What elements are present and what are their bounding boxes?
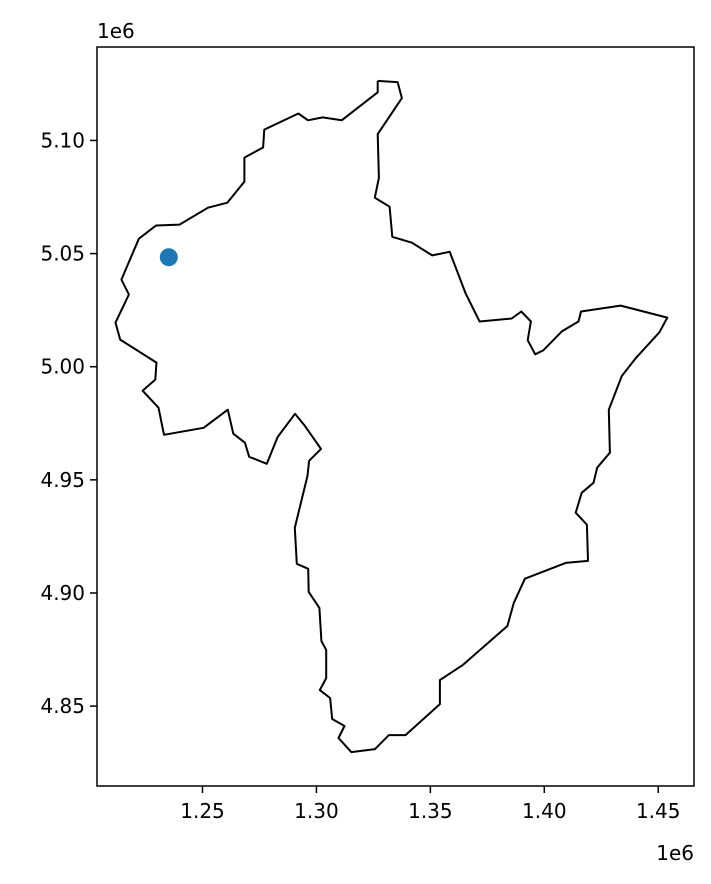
plot-area-background [97, 47, 694, 786]
boundary-layer [114, 79, 669, 754]
y-tick-label: 5.00 [40, 355, 85, 379]
y-tick-label: 5.05 [40, 242, 85, 266]
x-tick-label: 1.25 [180, 799, 225, 823]
y-offset-label: 1e6 [97, 19, 135, 43]
x-tick-label: 1.35 [408, 799, 453, 823]
y-axis: 4.85 4.90 4.95 5.00 5.05 5.10 [40, 128, 97, 718]
x-offset-label: 1e6 [656, 841, 694, 865]
y-tick-label: 4.90 [40, 581, 85, 605]
y-tick-label: 4.85 [40, 694, 85, 718]
x-tick-label: 1.30 [294, 799, 339, 823]
x-tick-label: 1.40 [522, 799, 567, 823]
points-layer [159, 248, 178, 267]
region-boundary [114, 79, 669, 754]
x-tick-label: 1.45 [636, 799, 681, 823]
location-point [159, 248, 178, 267]
x-axis: 1.25 1.30 1.35 1.40 1.45 [180, 786, 680, 823]
plot-frame [96, 46, 695, 787]
y-tick-label: 4.95 [40, 468, 85, 492]
y-tick-label: 5.10 [40, 128, 85, 152]
